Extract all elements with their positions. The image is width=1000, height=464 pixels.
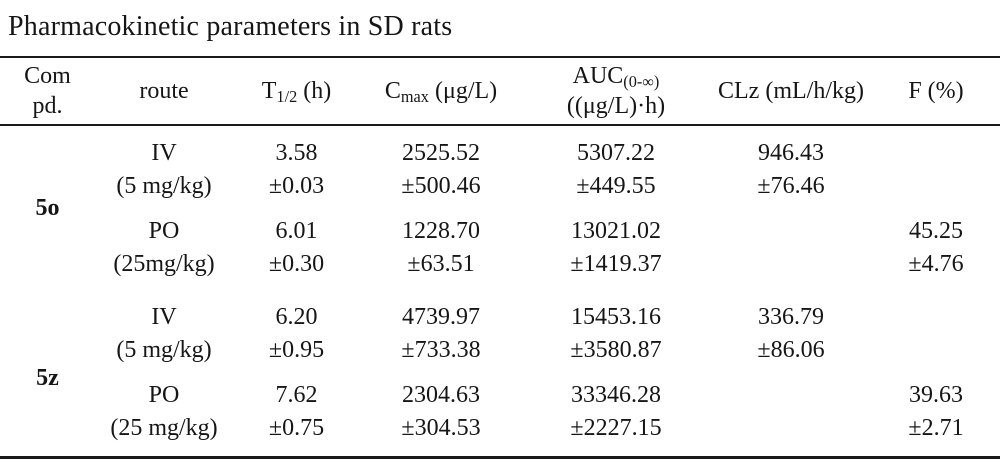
cell-clz-sd (710, 411, 872, 458)
cell-t12: 3.58 (275, 139, 318, 166)
cell-f (872, 280, 1000, 333)
table-row: (25mg/kg) ±0.30 ±63.51 ±1419.37 ±4.76 (0, 247, 1000, 280)
cell-auc-sd: ±1419.37 (570, 250, 662, 277)
cell-cmax-sd: ±304.53 (401, 414, 481, 441)
table-header: Com pd. route T1/2 (h) Cmax (μg/L) AUC(0… (0, 57, 1000, 125)
cell-cmax-sd: ±733.38 (401, 336, 481, 363)
header-row: Com pd. route T1/2 (h) Cmax (μg/L) AUC(0… (0, 57, 1000, 125)
header-t12-base: T (261, 78, 277, 104)
pharmacokinetics-table: Com pd. route T1/2 (h) Cmax (μg/L) AUC(0… (0, 56, 1000, 459)
cell-clz-sd (710, 247, 872, 280)
cell-t12: 6.20 (275, 303, 318, 330)
cell-cmax-sd: ±500.46 (401, 172, 481, 199)
cell-clz (710, 202, 872, 247)
cell-t12-sd: ±0.95 (268, 336, 325, 363)
page-title: Pharmacokinetic parameters in SD rats (8, 11, 453, 42)
cell-cmax: 2304.63 (402, 381, 480, 408)
cell-auc-sd: ±2227.15 (570, 414, 662, 441)
table-row: (5 mg/kg) ±0.95 ±733.38 ±3580.87 ±86.06 (0, 333, 1000, 366)
cell-dose: (25mg/kg) (113, 250, 215, 277)
header-route: route (139, 78, 189, 104)
cell-auc: 15453.16 (571, 303, 661, 330)
cell-dose: (5 mg/kg) (116, 172, 212, 199)
header-t12: T1/2 (h) (233, 57, 360, 125)
cell-f-sd (872, 333, 1000, 366)
cell-t12-sd: ±0.30 (268, 250, 325, 277)
header-t12-sub: 1/2 (276, 87, 298, 107)
header-compound-line2: pd. (32, 93, 63, 119)
table-row: PO 6.01 1228.70 13021.02 45.25 (0, 202, 1000, 247)
cell-t12: 7.62 (275, 381, 318, 408)
header-compound: Com pd. (0, 57, 95, 125)
cell-clz-sd: ±86.06 (757, 336, 825, 363)
cell-route: IV (151, 303, 177, 330)
cell-t12-sd: ±0.75 (268, 414, 325, 441)
cell-t12: 6.01 (275, 217, 318, 244)
table-row: PO 7.62 2304.63 33346.28 39.63 (0, 366, 1000, 411)
cell-clz (710, 366, 872, 411)
header-cmax-unit: (μg/L) (428, 78, 498, 104)
cell-cmax-sd: ±63.51 (407, 250, 475, 277)
table-row: 5o IV 3.58 2525.52 5307.22 946.43 (0, 125, 1000, 222)
cell-route: PO (148, 217, 180, 244)
compound-label: 5o (35, 195, 60, 221)
cell-cmax: 2525.52 (402, 139, 480, 166)
cell-auc: 13021.02 (571, 217, 661, 244)
cell-auc-sd: ±449.55 (576, 172, 656, 199)
cell-route: IV (151, 139, 177, 166)
cell-f: 45.25 (909, 217, 963, 244)
cell-cmax: 4739.97 (402, 303, 480, 330)
cell-dose: (5 mg/kg) (116, 336, 212, 363)
table-row: 5z IV 6.20 4739.97 15453.16 336.79 (0, 280, 1000, 392)
header-auc: AUC(0-∞) ((μg/L)·h) (522, 57, 710, 125)
cell-auc-sd: ±3580.87 (570, 336, 662, 363)
header-auc-base: AUC (572, 63, 624, 89)
cell-clz-sd: ±76.46 (757, 172, 825, 199)
cell-f-sd: ±2.71 (908, 414, 964, 441)
header-t12-unit: (h) (297, 78, 332, 104)
cell-dose: (25 mg/kg) (110, 414, 218, 441)
header-f: F (%) (908, 78, 964, 104)
header-auc-sub: (0-∞) (623, 72, 660, 92)
header-cmax: Cmax (μg/L) (360, 57, 522, 125)
table-body: 5o IV 3.58 2525.52 5307.22 946.43 (5 mg/… (0, 125, 1000, 458)
cell-f (872, 125, 1000, 169)
cell-cmax: 1228.70 (402, 217, 480, 244)
cell-clz: 946.43 (758, 139, 824, 166)
table-row: (5 mg/kg) ±0.03 ±500.46 ±449.55 ±76.46 (0, 169, 1000, 202)
compound-label: 5z (36, 365, 59, 391)
cell-route: PO (148, 381, 180, 408)
cell-f: 39.63 (909, 381, 963, 408)
header-compound-line1: Com (24, 63, 71, 89)
table-row: (25 mg/kg) ±0.75 ±304.53 ±2227.15 ±2.71 (0, 411, 1000, 458)
header-clz: CLz (mL/h/kg) (718, 78, 864, 104)
header-auc-units: ((μg/L)·h) (566, 93, 666, 119)
header-cmax-sub: max (400, 87, 429, 107)
cell-auc: 33346.28 (571, 381, 661, 408)
cell-clz: 336.79 (758, 303, 824, 330)
cell-f-sd (872, 169, 1000, 202)
cell-f-sd: ±4.76 (908, 250, 964, 277)
header-cmax-base: C (384, 78, 401, 104)
cell-auc: 5307.22 (577, 139, 655, 166)
cell-t12-sd: ±0.03 (268, 172, 325, 199)
